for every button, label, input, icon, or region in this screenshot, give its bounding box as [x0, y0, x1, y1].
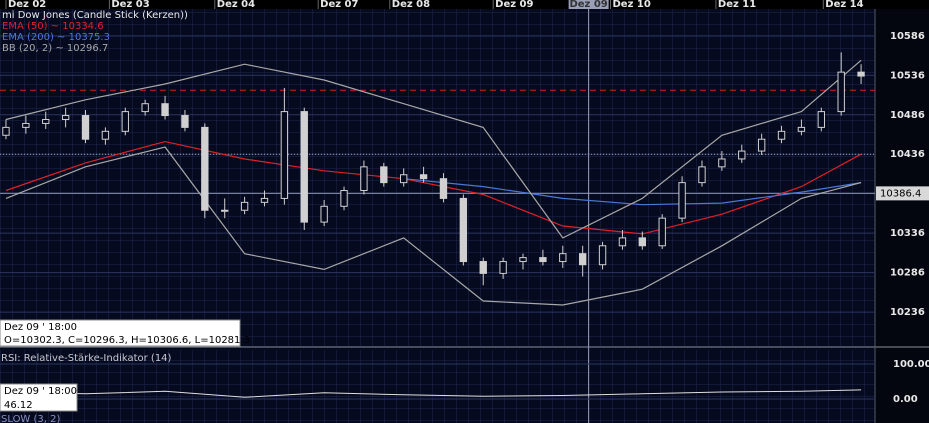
candle-body: [201, 126, 209, 211]
candle-body: [598, 245, 607, 266]
candle-body: [419, 174, 428, 180]
price-panel: [0, 9, 875, 346]
candle-body: [240, 201, 249, 211]
candle-body: [2, 126, 10, 136]
candle-body: [817, 111, 825, 128]
candle-body: [777, 130, 786, 140]
y-tick-label: 10286: [890, 268, 925, 279]
candle-body: [439, 178, 448, 199]
candle-body: [61, 115, 70, 120]
x-tick-label: Dez 07: [320, 0, 358, 10]
y-tick-label: 10436: [890, 149, 925, 160]
candle-body: [678, 182, 686, 219]
x-tick-label: Dez 09: [495, 0, 533, 10]
legend-entry: EMA (50) ~ 10334.6: [2, 21, 104, 32]
candle-body: [519, 257, 527, 263]
x-tick-label: Dez 10: [613, 0, 651, 10]
y-tick-label: 10536: [890, 70, 925, 81]
rsi-tick-label: 100.00: [893, 359, 929, 370]
candle-body: [618, 237, 627, 247]
x-tick-label: Dez 11: [718, 0, 756, 10]
candle-body: [340, 190, 348, 207]
candle-body: [757, 138, 766, 152]
candle-body: [221, 209, 229, 212]
rsi-panel: [0, 350, 875, 423]
candle-body: [181, 115, 189, 128]
candle-body: [121, 111, 129, 132]
legend-entry: BB (20, 2) ~ 10296.7: [2, 43, 108, 54]
candle-body: [161, 103, 169, 117]
date-strip: [0, 0, 929, 9]
candle-body: [380, 166, 388, 184]
candle-body: [559, 253, 567, 263]
indicator-line: [403, 178, 862, 206]
y-tick-label: 10486: [890, 110, 925, 121]
last-price-label: 10386.4: [880, 188, 921, 199]
candle-body: [81, 115, 90, 140]
legend-entry: EMA (200) ~ 10375.3: [2, 32, 110, 43]
tooltip-box: [0, 319, 241, 347]
indicator-line: [5, 59, 862, 239]
tooltip-ohlc: O=10302.3, C=10296.3, H=10306.6, L=10281…: [4, 335, 250, 346]
candle-body: [101, 130, 110, 140]
crosshair-label: Dez 09: [569, 0, 607, 10]
rsi-tooltip-box: [0, 383, 78, 412]
x-tick-label: Dez 03: [111, 0, 149, 10]
y-tick-label: 10236: [890, 307, 925, 318]
rsi-line: [5, 389, 862, 398]
y-tick-label: 10586: [890, 31, 925, 42]
candle-body: [738, 150, 746, 160]
candle-body: [698, 166, 706, 184]
candle-body: [658, 217, 666, 247]
rsi-tooltip-value: 46.12: [4, 400, 33, 411]
rsi-tick-label: 0.00: [893, 394, 918, 405]
chart-title: mi Dow Jones (Candle Stick (Kerzen)): [2, 10, 188, 21]
tooltip-time: Dez 09 ' 18:00: [4, 322, 77, 333]
candle-body: [400, 174, 408, 184]
candle-body: [638, 237, 647, 247]
candle-body: [360, 166, 368, 192]
x-tick-label: Dez 14: [825, 0, 863, 10]
crosshair-box: [568, 0, 609, 9]
last-price-box: [876, 186, 929, 201]
candle-body: [320, 205, 328, 223]
rsi-tooltip-time: Dez 09 ' 18:00: [4, 386, 77, 397]
x-tick-label: Dez 04: [217, 0, 255, 10]
candle-body: [837, 71, 845, 113]
candle-body: [718, 158, 726, 168]
candle-body: [42, 118, 50, 124]
rsi-title: RSI: Relative-Stärke-Indikator (14): [1, 353, 172, 364]
candle-body: [499, 261, 507, 274]
indicator-line: [5, 146, 862, 306]
candle-body: [857, 71, 865, 77]
candle-body: [797, 126, 806, 132]
candle-body: [539, 257, 547, 263]
candle-body: [459, 197, 468, 263]
price-axis: [875, 9, 929, 423]
x-tick-label: Dez 02: [8, 0, 46, 10]
candle-body: [22, 122, 30, 128]
y-tick-label: 10336: [890, 228, 925, 239]
candle-body: [479, 261, 487, 274]
slow-title: SLOW (3, 2): [1, 414, 60, 423]
candle-body: [260, 197, 269, 203]
candle-body: [300, 111, 308, 223]
candle-body: [141, 103, 149, 113]
x-tick-label: Dez 08: [392, 0, 430, 10]
candle-body: [578, 253, 587, 266]
candle-body: [280, 111, 289, 199]
